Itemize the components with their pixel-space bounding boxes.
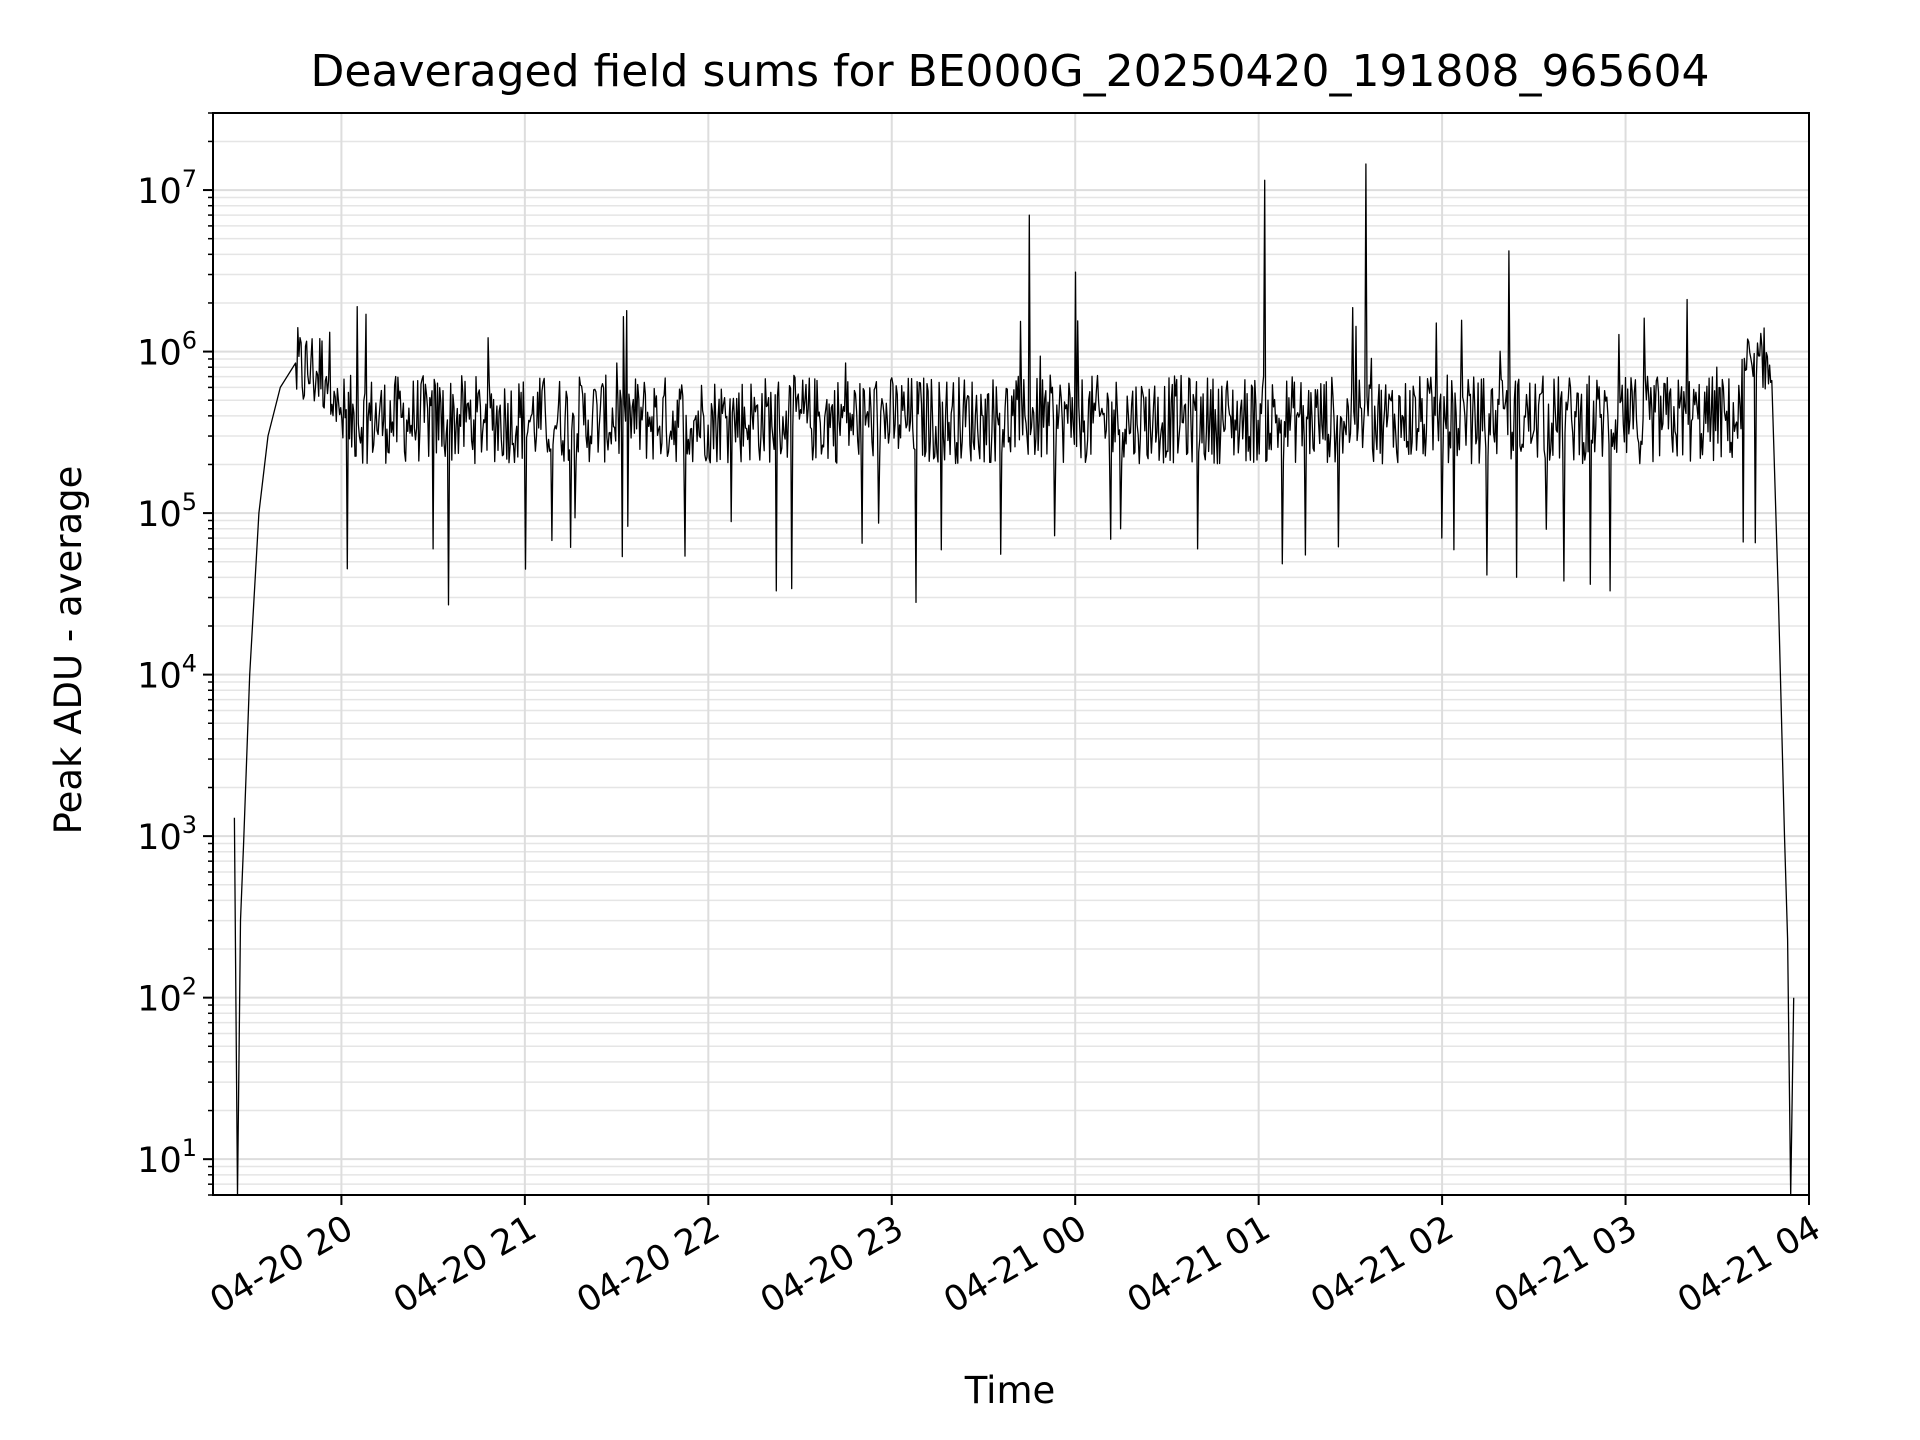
x-tick-label: 04-20 22 xyxy=(571,1208,727,1321)
y-tick-label: 104 xyxy=(137,650,197,697)
y-axis-ticks: 101 102 103 104 105 106 107 xyxy=(137,112,213,1196)
x-axis-label: Time xyxy=(964,1369,1056,1412)
x-axis-ticks: 04-20 20 04-20 21 04-20 22 04-20 23 04-21 00… xyxy=(204,1195,1828,1321)
x-tick-label: 04-21 03 xyxy=(1488,1208,1644,1321)
y-tick-label: 103 xyxy=(137,811,197,858)
y-tick-label: 102 xyxy=(137,973,197,1020)
x-tick-label: 04-21 02 xyxy=(1304,1208,1460,1321)
x-tick-label: 04-21 00 xyxy=(937,1208,1093,1321)
x-tick-label: 04-20 23 xyxy=(754,1208,910,1321)
y-tick-label: 105 xyxy=(137,488,197,535)
x-tick-label: 04-20 20 xyxy=(204,1208,360,1321)
plot-frame xyxy=(212,112,1810,1196)
x-tick-label: 04-21 01 xyxy=(1121,1208,1277,1321)
y-axis-label: Peak ADU - average xyxy=(47,466,90,835)
major-gridlines xyxy=(213,113,1810,1195)
y-tick-label: 107 xyxy=(137,165,197,212)
minor-gridlines xyxy=(213,112,1809,1196)
series-line xyxy=(233,163,1795,1196)
y-tick-label: 101 xyxy=(137,1134,197,1181)
y-tick-label: 106 xyxy=(137,327,197,374)
x-tick-label: 04-20 21 xyxy=(387,1208,543,1321)
chart-title: Deaveraged field sums for BE000G_2025042… xyxy=(311,46,1710,97)
x-tick-label: 04-21 04 xyxy=(1671,1208,1827,1321)
